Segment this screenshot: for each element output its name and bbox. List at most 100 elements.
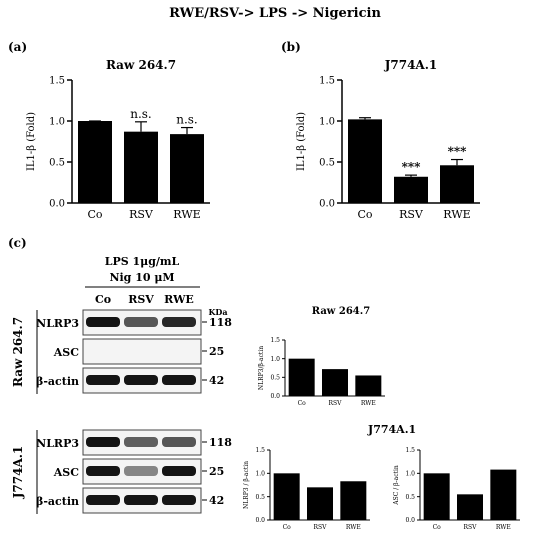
x-tick-label: Co: [433, 524, 442, 531]
protein-label: ASC: [53, 346, 79, 359]
bar-co: [423, 473, 450, 520]
protein-label: β-actin: [36, 495, 79, 508]
y-tick-label: 0.5: [319, 158, 335, 169]
bar-rsv: [457, 494, 483, 520]
panel-label-a: (a): [8, 40, 28, 54]
blot-band: [162, 375, 196, 385]
cell-line-label: Raw 264.7: [11, 317, 25, 387]
blot-band: [86, 375, 120, 385]
cell-line-label: J774A.1: [11, 446, 25, 500]
y-tick-label: 0.0: [405, 517, 415, 524]
x-tick-label: RWE: [496, 524, 511, 531]
blot-band: [86, 317, 120, 327]
j774-group-title: J774A.1: [368, 423, 417, 436]
blot-band: [162, 317, 196, 327]
x-tick-label: RWE: [443, 208, 470, 221]
lane-label: RWE: [164, 293, 194, 306]
blot-band: [162, 495, 196, 505]
y-axis-label: IL1-β (Fold): [296, 112, 307, 171]
bar-rsv: [394, 176, 428, 203]
x-tick-label: RSV: [329, 400, 343, 407]
y-tick-label: 1.0: [405, 470, 415, 477]
y-tick-label: 0.0: [319, 199, 335, 210]
bar-co: [288, 358, 315, 396]
figure-title: RWE/RSV-> LPS -> Nigericin: [169, 6, 381, 21]
chart-title: Raw 264.7: [106, 58, 176, 72]
x-tick-label: Co: [357, 208, 372, 221]
protein-label: NLRP3: [36, 437, 79, 450]
y-axis-label: ASC / β-actin: [393, 465, 400, 506]
blot-band: [124, 317, 158, 327]
x-tick-label: Co: [87, 208, 102, 221]
bar-rsv: [124, 131, 158, 203]
kda-value: 118: [209, 436, 232, 449]
y-tick-label: 1.5: [270, 337, 280, 344]
protein-label: ASC: [53, 466, 79, 479]
chart-title: Raw 264.7: [312, 306, 370, 317]
blot-band: [124, 375, 158, 385]
western-blot-panel: LPS 1μg/mL Nig 10 μM Co RSV RWE KDa NLRP3 118 AS…: [11, 255, 232, 514]
blot-band: [86, 466, 120, 476]
chart-j774-il1b: J774A.1 0.0 0.5 1.0 1.5 IL1-β (Fold) Co *** RSV *…: [296, 58, 480, 221]
y-tick-label: 1.0: [255, 470, 265, 477]
lane-label: Co: [95, 293, 111, 306]
y-tick-label: 0.0: [270, 393, 280, 400]
kda-value: 25: [209, 465, 224, 478]
x-tick-label: Co: [283, 524, 292, 531]
blot-band: [162, 437, 196, 447]
blot-band: [86, 437, 120, 447]
panel-label-c: (c): [8, 236, 27, 250]
x-tick-label: RSV: [464, 524, 478, 531]
kda-value: 42: [209, 494, 224, 507]
panel-label-b: (b): [281, 40, 301, 54]
bar-co: [273, 473, 300, 520]
treatment-label-lps: LPS 1μg/mL: [105, 255, 180, 268]
y-tick-label: 0.5: [49, 158, 65, 169]
chart-j774-asc-ratio: 0.0 0.5 1.0 1.5 ASC / β-actin Co RSV RWE: [393, 447, 520, 531]
x-tick-label: RSV: [314, 524, 328, 531]
y-tick-label: 1.0: [319, 117, 335, 128]
y-tick-label: 1.0: [270, 356, 280, 363]
chart-title: J774A.1: [384, 58, 438, 72]
chart-raw264-il1b: Raw 264.7 0.0 0.5 1.0 1.5 IL1-β (Fold) Co n.s. R…: [26, 58, 210, 221]
kda-label: KDa: [208, 307, 227, 317]
bar-rsv: [307, 487, 333, 520]
protein-label: β-actin: [36, 375, 79, 388]
x-tick-label: Co: [298, 400, 307, 407]
protein-label: NLRP3: [36, 317, 79, 330]
blot-band: [124, 495, 158, 505]
y-axis-label: NLRP3 / β-actin: [243, 461, 250, 509]
y-axis-label: NLRP3/β-actin: [258, 346, 265, 390]
bar-rwe: [490, 469, 517, 520]
blot-band: [124, 437, 158, 447]
x-tick-label: RWE: [361, 400, 376, 407]
y-tick-label: 1.5: [319, 76, 335, 87]
x-tick-label: RWE: [346, 524, 361, 531]
significance-label: ***: [448, 145, 468, 159]
y-tick-label: 1.5: [405, 447, 415, 454]
bar-rwe: [170, 134, 204, 203]
chart-raw264-nlrp3-ratio: Raw 264.7 0.0 0.5 1.0 1.5 NLRP3/β-actin Co RSV R…: [258, 306, 385, 407]
significance-label: n.s.: [130, 107, 152, 121]
bar-rwe: [340, 481, 367, 520]
bar-co: [78, 121, 112, 203]
y-tick-label: 1.0: [49, 117, 65, 128]
kda-value: 25: [209, 345, 224, 358]
y-tick-label: 1.5: [49, 76, 65, 87]
y-tick-label: 1.5: [255, 447, 265, 454]
y-tick-label: 0.5: [405, 494, 415, 501]
y-tick-label: 0.0: [49, 199, 65, 210]
kda-value: 42: [209, 374, 224, 387]
blot-band: [162, 466, 196, 476]
bar-co: [348, 119, 382, 203]
kda-value: 118: [209, 316, 232, 329]
bar-rwe: [440, 165, 474, 203]
x-tick-label: RWE: [173, 208, 200, 221]
y-tick-label: 0.0: [255, 517, 265, 524]
significance-label: n.s.: [176, 113, 198, 127]
x-tick-label: RSV: [399, 208, 424, 221]
blot-band: [86, 495, 120, 505]
bar-rwe: [355, 375, 382, 396]
x-tick-label: RSV: [129, 208, 154, 221]
y-tick-label: 0.5: [255, 494, 265, 501]
